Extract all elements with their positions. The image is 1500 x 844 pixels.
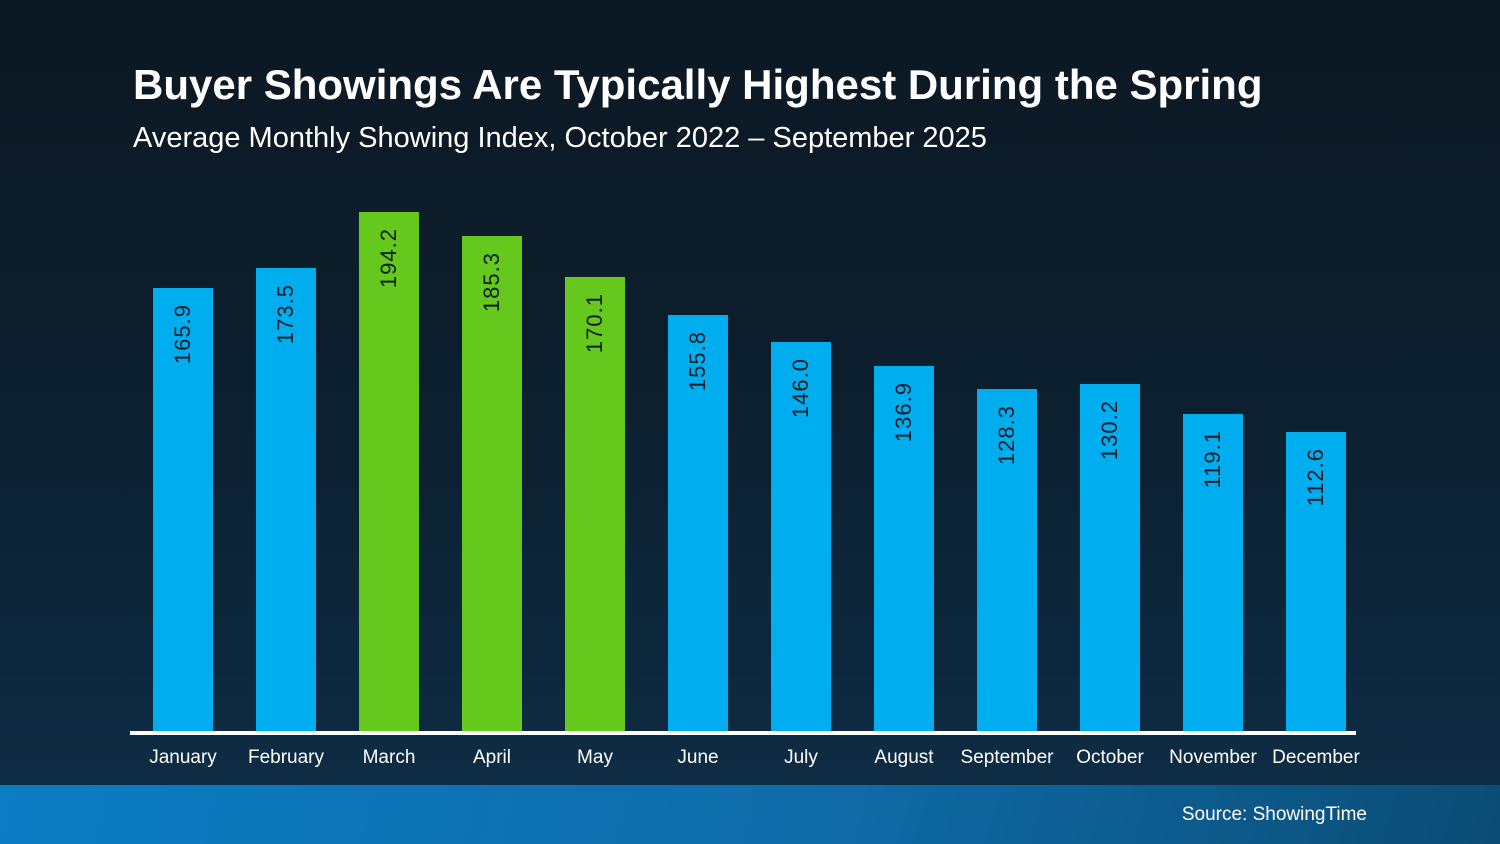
bar-value-label: 173.5	[273, 284, 298, 345]
bar-august: 136.9	[874, 366, 934, 735]
bar-value-label: 119.1	[1200, 430, 1225, 489]
bar-value-label: 130.2	[1097, 400, 1122, 461]
bar-value-label: 185.3	[479, 252, 504, 313]
x-axis-labels: January February March April May June July Augu…	[130, 747, 1360, 777]
bar-september: 128.3	[977, 389, 1037, 735]
bar-value-label: 165.9	[170, 304, 195, 365]
bar-chart: 165.9 173.5 194.2 185.3 170.1 155.8 146.0 136.9…	[130, 175, 1360, 768]
source-footer: Source: ShowingTime	[0, 785, 1500, 844]
x-axis-label: May	[577, 747, 613, 768]
x-axis-label: October	[1076, 747, 1144, 768]
bar-june: 155.8	[668, 315, 728, 735]
x-axis-label: April	[472, 747, 512, 768]
x-axis-label: August	[874, 747, 934, 768]
bar-april: 185.3	[462, 236, 522, 735]
bar-october: 130.2	[1080, 384, 1140, 735]
x-axis-label: January	[149, 747, 217, 768]
bar-value-label: 136.9	[891, 382, 916, 443]
bar-december: 112.6	[1286, 432, 1346, 735]
bar-value-label: 146.0	[788, 358, 813, 419]
x-axis-label: February	[247, 747, 325, 768]
bar-value-label: 112.6	[1303, 448, 1328, 507]
bar-january: 165.9	[153, 288, 213, 735]
x-axis-label: November	[1169, 747, 1257, 768]
chart-subtitle: Average Monthly Showing Index, October 2…	[133, 122, 987, 155]
bar-july: 146.0	[771, 342, 831, 735]
bar-value-label: 128.3	[994, 405, 1019, 466]
bar-value-label: 170.1	[582, 293, 607, 354]
bar-may: 170.1	[565, 277, 625, 735]
bars: 165.9 173.5 194.2 185.3 170.1 155.8 146.0 136.9…	[130, 175, 1356, 735]
chart-header: Buyer Showings Are Typically Highest Dur…	[133, 61, 1440, 155]
bar-november: 119.1	[1183, 414, 1243, 735]
source-label: Source: ShowingTime	[1181, 804, 1367, 825]
x-axis-label: July	[784, 747, 818, 768]
bar-value-label: 155.8	[685, 331, 710, 392]
bar-march: 194.2	[359, 212, 419, 735]
x-axis-label: June	[677, 747, 719, 768]
bar-value-label: 194.2	[376, 228, 401, 289]
x-axis-line	[130, 731, 1356, 735]
x-axis-label: December	[1272, 747, 1360, 768]
chart-title: Buyer Showings Are Typically Highest Dur…	[133, 61, 1263, 108]
bar-february: 173.5	[256, 268, 316, 735]
x-axis-label: September	[960, 747, 1054, 768]
x-axis-label: March	[362, 747, 416, 768]
